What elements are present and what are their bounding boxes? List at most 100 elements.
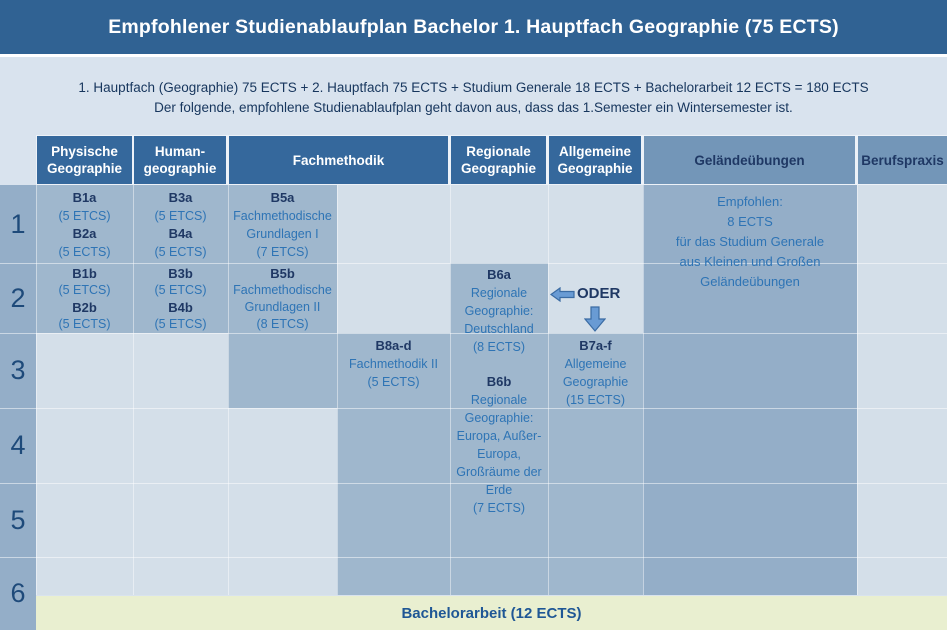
intro-line-1: 1. Hauptfach (Geographie) 75 ECTS + 2. H… xyxy=(78,80,869,95)
cell-gelaendeuebungen-note: Empfohlen: 8 ECTS für das Studium Genera… xyxy=(643,185,857,305)
column-header-humangeographie: Human- geographie xyxy=(134,136,226,184)
arrow-left-icon xyxy=(550,287,575,302)
course-code: B3a xyxy=(168,190,193,205)
block-physische-sem1-2 xyxy=(36,185,133,333)
course-line: Europa, Außer- xyxy=(456,429,542,443)
course-code: B1b xyxy=(72,266,97,281)
cell-b7a-f: B7a-f Allgemeine Geographie (15 ECTS) xyxy=(548,333,643,433)
bachelorarbeit-label: Bachelorarbeit (12 ECTS) xyxy=(401,604,582,622)
header-line: geographie xyxy=(143,161,217,176)
column-separator xyxy=(228,185,229,595)
semester-label-6: 6 xyxy=(10,578,26,608)
header-line: Berufspraxis xyxy=(861,152,944,168)
header-line: Geographie xyxy=(557,161,633,176)
header-line: Regionale xyxy=(466,144,531,159)
course-code: B7a-f xyxy=(579,338,612,353)
page-title: Empfohlener Studienablaufplan Bachelor 1… xyxy=(0,0,947,57)
course-ects: (5 ECTS) xyxy=(58,317,111,331)
course-line: (7 ECTS) xyxy=(472,501,526,515)
cell-b6a-b6b: B6a Regionale Geographie: Deutschland (8… xyxy=(450,263,548,595)
row-separator xyxy=(0,557,947,558)
column-separator xyxy=(450,185,451,595)
course-ects: (5 ETCS) xyxy=(154,283,207,297)
cell-b1a-b2a: B1a (5 ETCS) B2a (5 ECTS) xyxy=(36,185,133,263)
row-separator xyxy=(0,483,947,484)
block-b6-regionale-geographie xyxy=(450,263,548,595)
semester-label-4: 4 xyxy=(10,430,26,460)
note-line: 8 ECTS xyxy=(727,214,773,229)
row-separator xyxy=(0,263,947,264)
block-b8-fachmethodik-2 xyxy=(337,333,450,595)
block-human-sem1-2 xyxy=(133,185,228,333)
course-line: (15 ECTS) xyxy=(565,393,626,407)
row-separator xyxy=(0,408,947,409)
course-code: B3b xyxy=(168,266,193,281)
cell-b3a-b4a: B3a (5 ETCS) B4a (5 ECTS) xyxy=(133,185,228,263)
column-header-allgemeine-geographie: Allgemeine Geographie xyxy=(549,136,641,184)
header-line: Geländeübungen xyxy=(694,152,805,168)
column-header-fachmethodik: Fachmethodik xyxy=(229,136,448,184)
intro-band: 1. Hauptfach (Geographie) 75 ECTS + 2. H… xyxy=(0,60,947,135)
column-separator xyxy=(857,185,858,595)
course-line: Allgemeine xyxy=(564,357,627,371)
course-code: B6a xyxy=(487,267,511,282)
column-header-regionale-geographie: Regionale Geographie xyxy=(451,136,546,184)
course-code: B4b xyxy=(168,300,193,315)
course-code: B5b xyxy=(270,266,295,281)
column-header-berufspraxis: Berufspraxis xyxy=(858,136,947,184)
cell-b8a-d: B8a-d Fachmethodik II (5 ECTS) xyxy=(337,333,450,413)
course-ects: (5 ETCS) xyxy=(58,209,111,223)
bachelorarbeit-bar: Bachelorarbeit (12 ECTS) xyxy=(36,596,947,630)
course-line: Fachmethodik II xyxy=(349,357,438,371)
header-line: Fachmethodik xyxy=(292,152,385,168)
header-line: Physische xyxy=(51,144,118,159)
course-line: (5 ECTS) xyxy=(367,375,420,389)
course-code: B2a xyxy=(72,226,97,241)
course-line: (7 ETCS) xyxy=(256,245,309,259)
course-line: Erde xyxy=(485,483,513,497)
block-b5-fachmethodische-grundlagen xyxy=(228,185,337,408)
course-line: Europa, xyxy=(477,447,521,461)
course-code: B4a xyxy=(168,226,193,241)
cell-b3b-b4b: B3b (5 ETCS) B4b (5 ETCS) xyxy=(133,263,228,333)
course-code: B1a xyxy=(72,190,97,205)
course-line: Regionale xyxy=(470,393,528,407)
course-line: Geographie: xyxy=(464,411,534,425)
course-line: Geographie: xyxy=(464,304,534,318)
block-gelaendeuebungen xyxy=(643,185,857,595)
intro-line-2: Der folgende, empfohlene Studienablaufpl… xyxy=(154,100,793,115)
header-line: Human- xyxy=(154,144,206,159)
course-line: (8 ECTS) xyxy=(472,340,526,354)
column-separator xyxy=(548,185,549,595)
course-ects: (5 ETCS) xyxy=(58,283,111,297)
column-separator xyxy=(36,185,37,595)
course-code: B6b xyxy=(486,374,512,389)
column-header-gelaendeuebungen: Geländeübungen xyxy=(644,136,855,184)
course-line: Grundlagen I xyxy=(246,227,319,241)
header-line: Allgemeine xyxy=(558,144,632,159)
semester-label-5: 5 xyxy=(10,504,26,535)
note-line: Empfohlen: xyxy=(717,194,783,209)
course-line: Regionale xyxy=(470,286,528,300)
course-ects: (5 ECTS) xyxy=(154,245,207,259)
block-b7-allgemeine-geographie xyxy=(548,333,643,595)
oder-label: ODER xyxy=(577,285,621,302)
course-ects: (5 ETCS) xyxy=(154,317,207,331)
column-separator xyxy=(337,185,338,595)
arrow-down-icon xyxy=(584,306,606,332)
course-ects: (5 ECTS) xyxy=(58,245,111,259)
course-code: B5a xyxy=(270,190,295,205)
course-line: (8 ETCS) xyxy=(256,317,309,331)
header-line: Geographie xyxy=(460,161,536,176)
course-line: Deutschland xyxy=(464,322,534,336)
course-line: Großräume der xyxy=(456,465,542,479)
cell-b1b-b2b: B1b (5 ETCS) B2b (5 ECTS) xyxy=(36,263,133,333)
course-line: Fachmethodische xyxy=(233,283,332,297)
header-line: Geographie xyxy=(46,161,122,176)
cell-b5b: B5b Fachmethodische Grundlagen II (8 ETC… xyxy=(228,263,337,333)
column-separator xyxy=(643,185,644,595)
course-line: Geographie xyxy=(562,375,629,389)
semester-column-background xyxy=(0,185,36,630)
note-line: Geländeübungen xyxy=(700,274,800,289)
